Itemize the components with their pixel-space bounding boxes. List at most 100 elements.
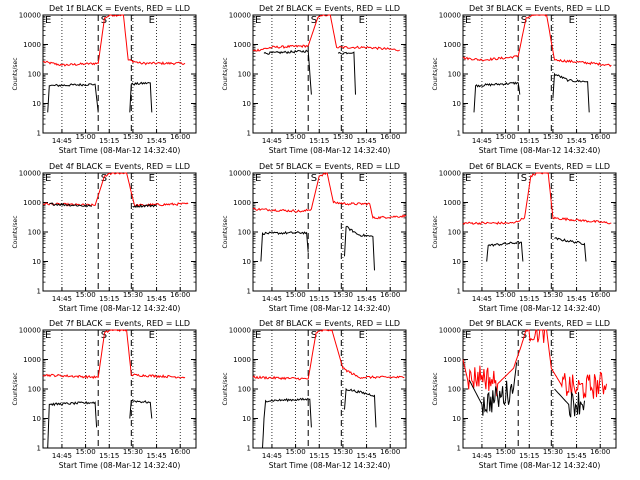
y-tick-label: 1 — [457, 288, 461, 296]
lld-series-line — [42, 329, 186, 380]
x-tick-label: 16:00 — [170, 448, 190, 456]
x-tick-label: 15:15 — [309, 452, 329, 460]
x-tick-label: 15:30 — [543, 133, 563, 141]
y-tick-label: 100 — [238, 71, 251, 79]
y-axis-label: Counts/sec — [222, 372, 229, 405]
x-axis-label: Start Time (08-Mar-12 14:32:40) — [269, 146, 391, 155]
y-tick-label: 100 — [28, 71, 41, 79]
y-tick-label: 10000 — [439, 170, 461, 178]
x-tick-label: 15:15 — [99, 452, 119, 460]
events-series-line — [344, 387, 377, 428]
events-series-line — [129, 399, 153, 419]
panel-title: Det 6f BLACK = Events, RED = LLD — [469, 162, 610, 171]
y-axis-label: Counts/sec — [432, 372, 439, 405]
events-series-line — [129, 81, 153, 113]
y-tick-label: 100 — [238, 386, 251, 394]
events-series-line — [47, 82, 99, 113]
events-series-line — [344, 225, 375, 271]
y-tick-label: 1 — [37, 288, 41, 296]
events-series-line — [47, 400, 98, 449]
detector-panel-2: Det 2f BLACK = Events, RED = LLD 1 10 100 10… — [222, 4, 407, 155]
state-marker-e: E — [45, 330, 51, 341]
y-tick-label: 1 — [247, 445, 251, 453]
x-tick-label: 14:45 — [262, 452, 282, 460]
lld-series-line — [252, 172, 407, 220]
x-tick-label: 16:00 — [590, 291, 610, 299]
lld-series-line — [462, 172, 612, 226]
lld-series-line — [462, 328, 607, 399]
state-marker-s: S — [311, 173, 317, 184]
events-series-line — [486, 240, 524, 262]
y-tick-label: 10 — [242, 258, 251, 266]
y-tick-label: 1 — [247, 130, 251, 138]
panel-title: Det 9f BLACK = Events, RED = LLD — [469, 319, 610, 328]
y-tick-label: 1000 — [443, 356, 461, 364]
events-series-line — [554, 237, 587, 262]
y-tick-label: 10 — [242, 415, 251, 423]
y-tick-label: 1 — [37, 445, 41, 453]
x-tick-label: 15:00 — [75, 291, 95, 299]
lld-series-line — [42, 14, 186, 67]
state-marker-e: E — [45, 173, 51, 184]
x-tick-label: 14:45 — [52, 295, 72, 303]
state-marker-s: S — [521, 15, 527, 26]
state-marker-e: E — [465, 330, 471, 341]
x-tick-label: 16:00 — [170, 291, 190, 299]
y-tick-label: 10000 — [229, 327, 251, 335]
x-axis-label: Start Time (08-Mar-12 14:32:40) — [269, 461, 391, 470]
y-tick-label: 1000 — [443, 41, 461, 49]
y-tick-label: 1 — [457, 130, 461, 138]
x-tick-label: 15:00 — [285, 133, 305, 141]
state-marker-e: E — [255, 15, 261, 26]
panel-title: Det 3f BLACK = Events, RED = LLD — [469, 4, 610, 13]
x-tick-label: 15:45 — [356, 452, 376, 460]
x-axis-label: Start Time (08-Mar-12 14:32:40) — [59, 304, 181, 313]
y-axis-label: Counts/sec — [432, 57, 439, 90]
x-tick-label: 15:00 — [75, 133, 95, 141]
x-tick-label: 15:45 — [146, 295, 166, 303]
panel-title: Det 1f BLACK = Events, RED = LLD — [49, 4, 190, 13]
x-tick-label: 16:00 — [380, 291, 400, 299]
detector-panel-8: Det 8f BLACK = Events, RED = LLD 1 10 100 10… — [222, 319, 407, 470]
events-series-line — [263, 49, 312, 95]
state-marker-e: E — [465, 173, 471, 184]
x-tick-label: 15:15 — [519, 137, 539, 145]
state-marker-e: E — [359, 15, 365, 26]
x-tick-label: 14:45 — [472, 295, 492, 303]
lld-series-line — [252, 329, 405, 381]
y-tick-label: 100 — [448, 386, 461, 394]
x-tick-label: 15:30 — [123, 448, 143, 456]
x-tick-label: 15:45 — [566, 452, 586, 460]
x-tick-label: 15:00 — [75, 448, 95, 456]
events-series-line — [473, 81, 521, 113]
x-tick-label: 15:15 — [99, 137, 119, 145]
state-marker-s: S — [521, 173, 527, 184]
x-tick-label: 15:00 — [285, 448, 305, 456]
y-tick-label: 100 — [448, 71, 461, 79]
x-tick-label: 14:45 — [472, 137, 492, 145]
x-tick-label: 14:45 — [52, 452, 72, 460]
y-tick-label: 10000 — [439, 327, 461, 335]
x-tick-label: 14:45 — [52, 137, 72, 145]
y-tick-label: 1 — [247, 288, 251, 296]
state-marker-e: E — [255, 330, 261, 341]
events-series-line — [337, 51, 356, 95]
state-marker-e: E — [359, 330, 365, 341]
y-axis-label: Counts/sec — [222, 57, 229, 90]
x-tick-label: 14:45 — [262, 137, 282, 145]
x-tick-label: 15:30 — [333, 133, 353, 141]
y-tick-label: 1000 — [233, 41, 251, 49]
x-tick-label: 15:45 — [146, 137, 166, 145]
y-tick-label: 1000 — [233, 199, 251, 207]
y-tick-label: 1 — [457, 445, 461, 453]
x-axis-label: Start Time (08-Mar-12 14:32:40) — [479, 461, 601, 470]
state-marker-e: E — [149, 330, 155, 341]
detector-panel-7: Det 7f BLACK = Events, RED = LLD 1 10 100 10… — [12, 319, 197, 470]
y-tick-label: 10000 — [439, 12, 461, 20]
state-marker-e: E — [465, 15, 471, 26]
y-tick-label: 10000 — [229, 170, 251, 178]
detector-panel-1: Det 1f BLACK = Events, RED = LLD 1 10 100 10… — [12, 4, 197, 155]
x-tick-label: 15:45 — [356, 137, 376, 145]
y-tick-label: 10 — [242, 100, 251, 108]
